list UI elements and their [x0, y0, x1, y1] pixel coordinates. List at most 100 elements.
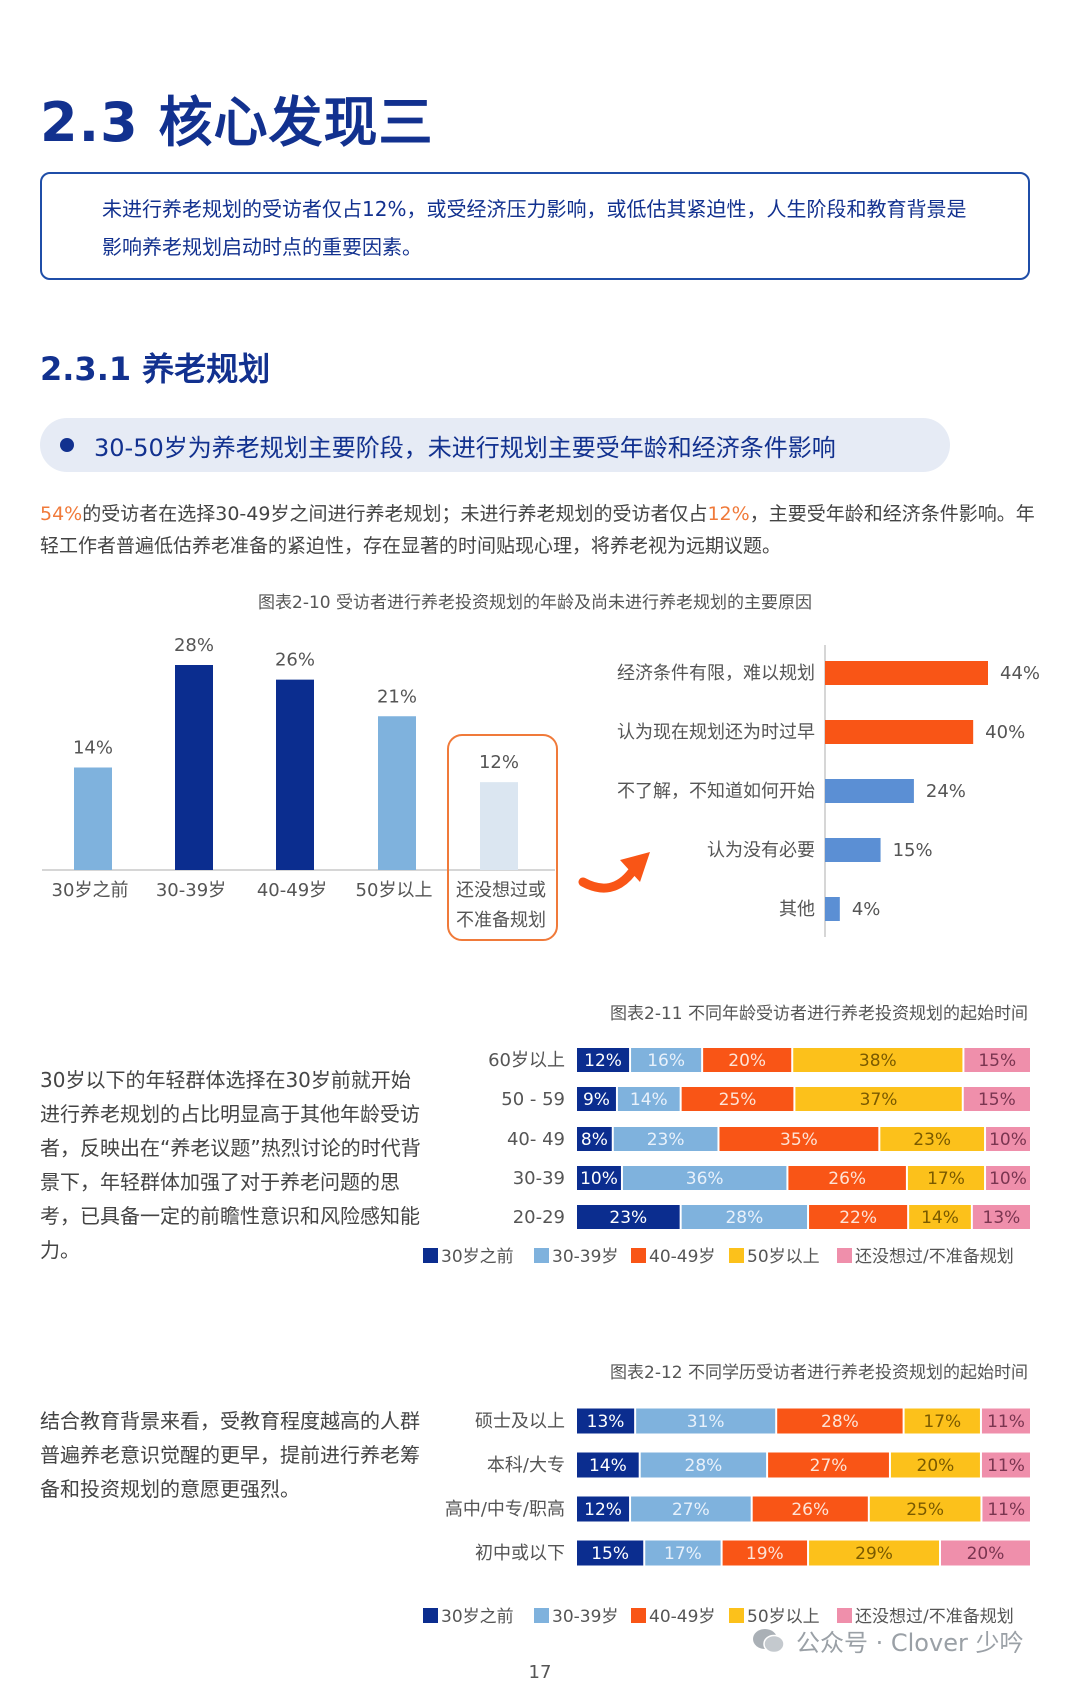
- fig2-11-segment-label: 12%: [584, 1051, 622, 1071]
- fig2-11-segment-label: 15%: [978, 1051, 1016, 1071]
- fig2-10-bar: [378, 716, 416, 870]
- fig2-11-segment: [631, 1048, 702, 1072]
- fig2-12-segment: [636, 1408, 776, 1434]
- fig2-11-legend-swatch: [534, 1248, 549, 1263]
- fig2-12-segment: [809, 1540, 939, 1566]
- fig2-12-segment: [645, 1540, 721, 1566]
- arrow-head-icon: [620, 852, 650, 882]
- fig2-11-category-label: 20-29: [513, 1207, 565, 1228]
- para-text-1: 的受访者在选择30-49岁之间进行养老规划；未进行养老规划的受访者仅占: [82, 503, 708, 525]
- fig2-11-segment-label: 13%: [983, 1208, 1021, 1228]
- fig2-12-legend-label: 40-49岁: [649, 1607, 715, 1627]
- fig2-11-legend-swatch: [837, 1248, 852, 1263]
- fig2-10-category-label: 40-49岁: [257, 880, 327, 901]
- fig2-12-segment: [981, 1408, 1030, 1434]
- fig2-11-segment: [577, 1048, 630, 1072]
- fig2-11-segment: [681, 1205, 808, 1229]
- side-text-education: 结合教育背景来看，受教育程度越高的人群普遍养老意识觉醒的更早，提前进行养老筹备和…: [40, 1409, 420, 1501]
- page-number: 17: [528, 1662, 552, 1683]
- wechat-icon: [753, 1628, 785, 1653]
- fig2-10-bar-label: 12%: [479, 752, 519, 773]
- fig2-11-segment-label: 22%: [839, 1208, 877, 1228]
- fig2-11-segment: [986, 1166, 1030, 1190]
- fig2-11-segment-label: 23%: [609, 1208, 647, 1228]
- fig2-12-legend-swatch: [423, 1608, 438, 1623]
- fig2-10-category-label: 30岁之前: [52, 880, 129, 901]
- bullet-dot-icon: [60, 438, 74, 452]
- fig2-11-segment: [613, 1127, 718, 1151]
- fig2-11-segment-label: 9%: [583, 1090, 610, 1110]
- fig2-12-legend-swatch: [729, 1608, 744, 1623]
- fig2-10-reason-label: 其他: [779, 899, 815, 920]
- fig2-12-segment-label: 29%: [855, 1544, 893, 1564]
- fig2-11-segment: [577, 1127, 612, 1151]
- fig2-11-segment-label: 14%: [921, 1208, 959, 1228]
- fig2-12-segment: [577, 1408, 635, 1434]
- highlight-54: 54%: [40, 503, 83, 525]
- fig2-12-segment-label: 15%: [591, 1544, 629, 1564]
- side-text-age: 30岁以下的年轻群体选择在30岁前就开始进行养老规划的占比明显高于其他年龄受访者…: [40, 1068, 421, 1262]
- fig2-11-segment-label: 10%: [580, 1169, 618, 1189]
- fig2-12-segment: [752, 1496, 868, 1522]
- watermark: 公众号 · Clover 少吟: [752, 1623, 1023, 1658]
- fig2-12-segment-label: 27%: [810, 1456, 848, 1476]
- fig2-11-segment-label: 36%: [686, 1169, 724, 1189]
- fig2-11-segment: [788, 1166, 906, 1190]
- fig2-11-segment: [964, 1048, 1030, 1072]
- fig2-10-hbar-label: 24%: [926, 781, 966, 802]
- fig2-10-hbar: [825, 720, 974, 744]
- fig2-11-legend-label: 还没想过/不准备规划: [855, 1247, 1014, 1267]
- fig2-11-title: 图表2-11 不同年龄受访者进行养老投资规划的起始时间: [610, 1004, 1028, 1024]
- fig2-11-segment-label: 37%: [860, 1090, 898, 1110]
- fig2-12-segment-label: 14%: [589, 1456, 627, 1476]
- fig2-11-segment-label: 10%: [989, 1130, 1027, 1150]
- watermark-text: 公众号 · Clover 少吟: [796, 1629, 1024, 1657]
- fig2-10-hbar-label: 44%: [1000, 663, 1040, 684]
- fig2-12-segment: [890, 1452, 980, 1478]
- highlight-text: 30-50岁为养老规划主要阶段，未进行规划主要受年龄和经济条件影响: [94, 433, 836, 462]
- fig2-11-segment: [986, 1127, 1030, 1151]
- fig2-11-segment: [617, 1087, 680, 1111]
- fig2-12-segment-label: 20%: [967, 1544, 1005, 1564]
- fig2-12-legend-label: 30岁之前: [441, 1607, 514, 1627]
- fig2-11-segment-label: 23%: [913, 1130, 951, 1150]
- section-subheading: 2.3.1 养老规划: [40, 350, 271, 388]
- fig2-10-left-chart: 14% 28% 26% 21% 12% 30岁之前 30-39岁 40-49岁 50岁以上 还没想…: [42, 635, 558, 941]
- fig2-11-segment: [622, 1166, 787, 1190]
- fig2-12-segment: [982, 1496, 1030, 1522]
- fig2-11-category-label: 50 - 59: [501, 1089, 565, 1110]
- fig2-11-segment: [719, 1127, 879, 1151]
- fig2-10-bar: [175, 665, 213, 870]
- fig2-12-segment-label: 28%: [821, 1412, 859, 1432]
- fig2-11-segment-label: 23%: [647, 1130, 685, 1150]
- curved-arrow-icon: [578, 867, 637, 893]
- fig2-10-bar: [480, 782, 518, 870]
- fig2-11-segment-label: 8%: [581, 1130, 608, 1150]
- body-paragraph: 54%的受访者在选择30-49岁之间进行养老规划；未进行养老规划的受访者仅占12…: [40, 498, 1040, 562]
- fig2-10-hbar: [825, 838, 881, 862]
- fig2-12-segment: [577, 1496, 630, 1522]
- fig2-10-category-label-line2: 不准备规划: [456, 910, 546, 931]
- page-heading: 2.3 核心发现三: [40, 91, 434, 154]
- fig2-11-legend-swatch: [729, 1248, 744, 1263]
- fig2-10-reason-label: 认为现在规划还为时过早: [617, 722, 815, 743]
- fig2-10-right-chart: 44% 经济条件有限，难以规划 40% 认为现在规划还为时过早 24% 不了解，不知道如何…: [617, 645, 1040, 937]
- fig2-11-segment-label: 35%: [780, 1130, 818, 1150]
- fig2-12-legend-swatch: [837, 1608, 852, 1623]
- fig2-10-hbar: [825, 661, 988, 685]
- fig2-11-chart: 12% 16% 20% 38% 15% 60岁以上 9% 14% 25% 37% 15% 50 - 5…: [423, 1048, 1030, 1267]
- fig2-11-segment: [577, 1205, 680, 1229]
- fig2-10-reason-label: 经济条件有限，难以规划: [617, 663, 815, 684]
- fig2-12-segment-label: 28%: [685, 1456, 723, 1476]
- fig2-12-segment: [777, 1408, 903, 1434]
- fig2-11-segment-label: 25%: [719, 1090, 757, 1110]
- fig2-11-segment-label: 15%: [978, 1090, 1016, 1110]
- fig2-12-segment-label: 26%: [791, 1500, 829, 1520]
- fig2-10-hbar-label: 40%: [985, 722, 1025, 743]
- fig2-12-segment: [904, 1408, 980, 1434]
- fig2-11-segment-label: 38%: [859, 1051, 897, 1071]
- fig2-10-bar: [276, 679, 314, 870]
- fig2-11-segment: [681, 1087, 794, 1111]
- fig2-12-segment-label: 17%: [923, 1412, 961, 1432]
- highlight-banner: 30-50岁为养老规划主要阶段，未进行规划主要受年龄和经济条件影响: [40, 418, 950, 472]
